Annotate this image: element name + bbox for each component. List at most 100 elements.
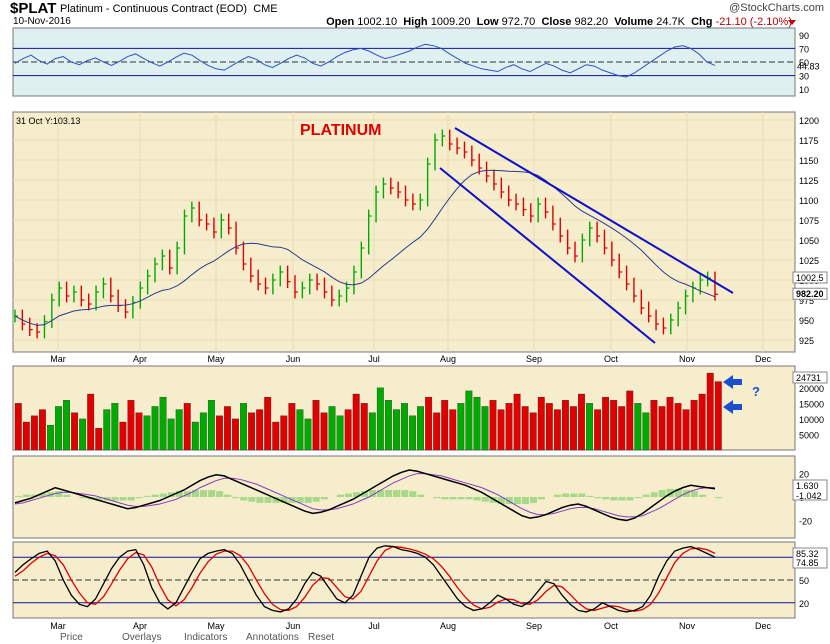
stochastic-tick-label: 50 <box>799 576 809 586</box>
macd-histogram-bar <box>95 497 103 501</box>
price-month-label: Jul <box>368 354 380 364</box>
price-tick-label: 1075 <box>799 216 819 226</box>
macd-histogram-bar <box>344 493 352 497</box>
stochastic-month-label: Sep <box>526 621 542 631</box>
price-month-label: Sep <box>526 354 542 364</box>
instrument-name: Platinum - Continuous Contract (EOD) <box>60 3 248 15</box>
volume-bar <box>288 403 296 451</box>
volume-bar <box>191 421 199 451</box>
footer-item-annotations[interactable]: Annotations <box>246 632 299 643</box>
symbol: $PLAT <box>10 0 57 17</box>
price-panel <box>12 111 796 353</box>
volume-bar <box>586 403 593 451</box>
macd-tick-label: -20 <box>799 516 812 526</box>
footer-item-overlays[interactable]: Overlays <box>122 632 162 643</box>
volume-bar <box>344 409 352 451</box>
price-month-label: Apr <box>133 354 147 364</box>
price-tick-label: 925 <box>799 336 814 346</box>
macd-histogram-bar <box>554 494 562 497</box>
channel-lower-line <box>439 167 656 344</box>
chart-header: $PLAT Platinum - Continuous Contract (EO… <box>0 0 830 28</box>
high-value: 1009.20 <box>430 16 471 28</box>
volume-bar <box>690 400 698 451</box>
rsi-current-label: 44.83 <box>797 61 820 71</box>
volume-bar <box>264 396 272 451</box>
macd-histogram-bar <box>377 489 385 497</box>
volume-bar <box>441 400 449 451</box>
macd-histogram-bar <box>39 493 47 497</box>
stochastic-tick-label: 20 <box>799 599 809 609</box>
volume-bar <box>666 396 674 451</box>
macd-histogram-bar <box>449 497 457 500</box>
macd-histogram-bar <box>618 497 626 501</box>
down-arrow-icon <box>788 20 796 25</box>
macd-histogram-bar <box>248 497 256 502</box>
volume-tick-label: 20000 <box>799 384 824 394</box>
footer-item-indicators[interactable]: Indicators <box>184 632 228 643</box>
macd-histogram-bar <box>473 497 481 501</box>
macd-histogram-bar <box>240 497 248 501</box>
volume-bar <box>425 396 433 451</box>
macd-histogram-bar <box>457 497 465 500</box>
macd-histogram-bar <box>369 489 377 497</box>
arrow-left-icon <box>723 375 742 389</box>
stochastic-current-box <box>792 547 828 569</box>
volume-bar <box>63 400 70 451</box>
volume-bar <box>513 393 521 451</box>
macd-histogram-bar <box>23 494 31 497</box>
stochastic-month-label: Dec <box>755 621 772 631</box>
volume-bar <box>183 403 191 451</box>
price-month-label: Dec <box>755 354 772 364</box>
macd-current-box <box>792 479 828 501</box>
volume-tick-label: 5000 <box>799 430 819 440</box>
volume-tick-label: 15000 <box>799 399 824 409</box>
rsi-tick-label: 50 <box>799 58 809 68</box>
volume-bar <box>256 409 264 451</box>
close-value-label: 982.20 <box>796 289 824 299</box>
macd-histogram-bar <box>610 497 618 501</box>
volume-bar <box>698 393 706 451</box>
volume-bar <box>22 421 30 451</box>
cursor-annotation: 31 Oct Y:103.13 <box>16 116 80 126</box>
volume-current-label: 24731 <box>796 373 821 383</box>
volume-bar <box>199 412 207 451</box>
macd-histogram-bar <box>127 497 135 501</box>
stochastic-month-label: Aug <box>440 621 456 631</box>
volume-bar <box>79 418 87 451</box>
macd-histogram-bar <box>497 497 505 505</box>
macd-histogram-bar <box>216 491 224 497</box>
macd-histogram-bar <box>175 491 183 497</box>
volume-bar <box>47 424 54 451</box>
volume-bar <box>384 400 392 451</box>
footer-item-price[interactable]: Price <box>60 632 83 643</box>
volume-bar <box>610 400 618 451</box>
price-month-label: Mar <box>50 354 66 364</box>
macd-histogram-bar <box>562 493 570 497</box>
chart-date: 10-Nov-2016 <box>13 16 71 27</box>
macd-histogram-bar <box>529 497 537 503</box>
macd-histogram-bar <box>385 489 393 497</box>
exchange: CME <box>253 3 278 15</box>
macd-histogram-bar <box>690 491 698 497</box>
close-value: 982.20 <box>574 16 609 28</box>
stochastic-k-label: 85.32 <box>796 549 819 559</box>
stochastic-k-line <box>14 545 716 613</box>
volume-tick-label: 10000 <box>799 415 824 425</box>
macd-histogram-bar <box>393 489 401 497</box>
footer-item-reset[interactable]: Reset <box>308 632 335 643</box>
footer-bar: Price Overlays Indicators Annotations Reset <box>0 632 830 644</box>
volume-bar <box>457 403 465 451</box>
macd-histogram-bar <box>521 497 529 505</box>
macd-histogram-bar <box>409 491 417 497</box>
macd-histogram-bar <box>15 495 23 497</box>
volume-bar <box>417 406 424 451</box>
volume-bar <box>409 415 416 451</box>
price-tick-label: 975 <box>799 296 814 306</box>
macd-histogram-bar <box>602 497 610 500</box>
volume-bar <box>674 403 682 451</box>
volume-bar <box>634 403 642 451</box>
macd-histogram-bar <box>352 492 360 497</box>
watermark: @StockCharts.com <box>729 2 824 14</box>
price-tick-label: 1050 <box>799 236 819 246</box>
